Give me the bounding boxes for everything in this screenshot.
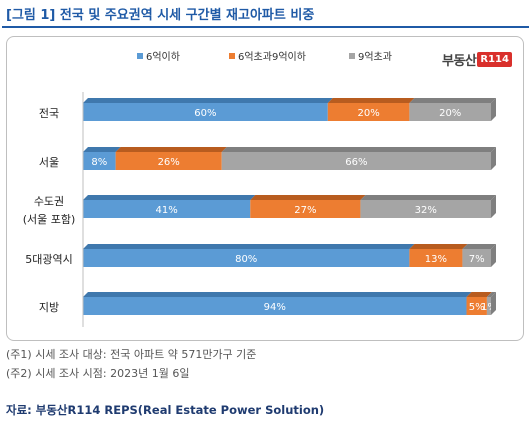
category-label: 서울 [39, 156, 59, 169]
category-label: 5대광역시 [25, 253, 72, 266]
bar-top-face [327, 98, 415, 103]
logo-text: 부동산 [442, 54, 477, 69]
brand-logo: 부동산 R114 [442, 50, 512, 69]
bar-side-face [491, 98, 496, 121]
bar-top-face [83, 98, 333, 103]
data-label: 1% [481, 302, 497, 313]
footnote-2: (주2) 시세 조사 시점: 2023년 1월 6일 [6, 367, 190, 380]
data-label: 8% [91, 157, 107, 168]
bar-top-face [83, 195, 256, 200]
bar-top-face [409, 98, 496, 103]
bar-segment [83, 103, 328, 121]
bar-side-face [491, 195, 496, 218]
bar-side-face [491, 244, 496, 267]
bar-top-face [466, 292, 492, 297]
data-label: 66% [345, 157, 367, 168]
chart-title: [그림 1] 전국 및 주요권역 시세 구간별 재고아파트 비중 [6, 8, 315, 23]
footnotes: (주1) 시세 조사 대상: 전국 아파트 약 571만가구 기준 (주2) 시… [6, 345, 256, 383]
bar-segment [83, 297, 467, 315]
bar-segment [360, 200, 491, 218]
bar-segment [409, 103, 491, 121]
bar-top-face [83, 147, 121, 152]
bar-segment [221, 152, 491, 170]
bar-top-face [486, 292, 496, 297]
bar-top-face [221, 147, 496, 152]
bar-segment [327, 103, 410, 121]
bar-segment [83, 249, 410, 267]
bar-top-face [115, 147, 227, 152]
category-label: (서울 포함) [23, 213, 76, 226]
data-label: 5% [469, 302, 485, 313]
data-label: 60% [194, 108, 216, 119]
bar-segment [115, 152, 222, 170]
category-label: 전국 [39, 107, 59, 120]
bar-segment [83, 200, 251, 218]
legend-swatch-1 [137, 53, 143, 59]
data-label: 80% [235, 254, 257, 265]
logo-badge: R114 [477, 52, 512, 67]
bar-top-face [83, 244, 415, 249]
bar-segment [250, 200, 361, 218]
footnote-1: (주1) 시세 조사 대상: 전국 아파트 약 571만가구 기준 [6, 348, 257, 361]
data-label: 94% [264, 302, 286, 313]
bar-side-face [491, 147, 496, 170]
category-label: 지방 [39, 301, 59, 314]
data-label: 32% [415, 205, 437, 216]
data-label: 27% [294, 205, 316, 216]
bar-top-face [250, 195, 366, 200]
data-label: 7% [469, 254, 485, 265]
legend-swatch-3 [349, 53, 355, 59]
source-line: 자료: 부동산R114 REPS(Real Estate Power Solut… [6, 403, 325, 417]
bar-segment [409, 249, 463, 267]
data-label: 26% [158, 157, 180, 168]
bar-segment [83, 152, 116, 170]
bar-top-face [83, 292, 472, 297]
bar-top-face [462, 244, 496, 249]
legend-swatch-2 [229, 53, 235, 59]
category-label: 수도권 [34, 195, 64, 208]
legend-label-1: 6억이하 [146, 50, 180, 63]
data-label: 41% [156, 205, 178, 216]
title-rule [2, 26, 529, 28]
bar-side-face [491, 292, 496, 315]
bar-top-face [360, 195, 496, 200]
bar-segment [462, 249, 491, 267]
data-label: 20% [439, 108, 461, 119]
data-label: 20% [357, 108, 379, 119]
legend-label-2: 6억초과9억이하 [238, 50, 306, 63]
data-label: 13% [425, 254, 447, 265]
bar-segment [466, 297, 487, 315]
bar-top-face [409, 244, 468, 249]
legend-label-3: 9억초과 [358, 51, 392, 63]
bar-segment [486, 297, 491, 315]
